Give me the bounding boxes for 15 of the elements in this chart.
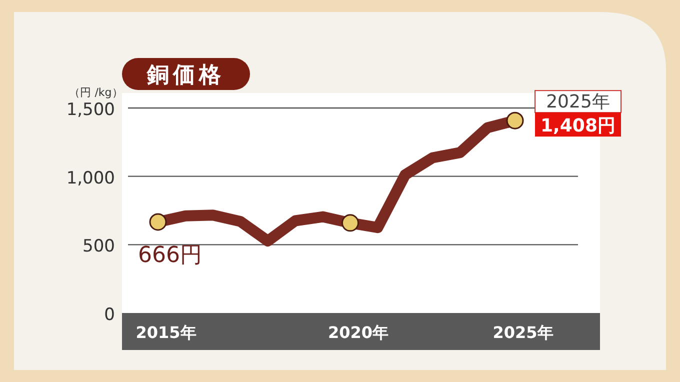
y-tick-label: 500 (82, 236, 115, 257)
chart-title: 銅価格 (146, 63, 225, 88)
annotation: 666円 (138, 242, 202, 268)
y-tick-label: 1,500 (66, 100, 115, 120)
y-tick-label: 0 (104, 305, 115, 325)
annotation: 1,408円 (540, 116, 616, 137)
point (149, 213, 167, 231)
x-tick-label: 2015年 (136, 323, 196, 342)
y-tick-label: 1,000 (66, 168, 115, 188)
annotation: 2025年 (546, 92, 610, 113)
point (341, 214, 359, 232)
x-tick-label: 2020年 (328, 323, 388, 342)
x-tick-label: 2025年 (492, 323, 554, 342)
point (506, 112, 524, 130)
y-axis-title: （円 /kg） (69, 86, 123, 99)
